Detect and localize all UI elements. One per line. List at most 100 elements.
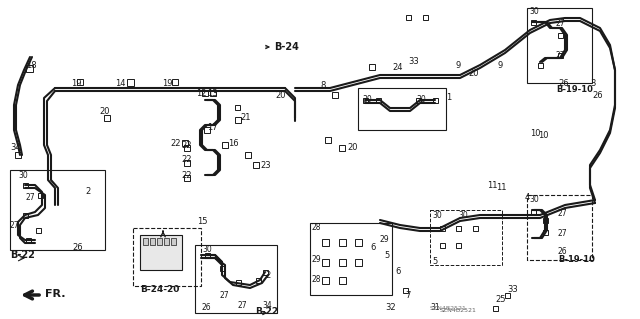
- Text: 10: 10: [538, 130, 548, 139]
- Text: 33: 33: [507, 286, 518, 294]
- Text: 13: 13: [207, 88, 218, 98]
- Text: 27: 27: [10, 220, 20, 229]
- Text: 11: 11: [487, 181, 497, 189]
- Text: 30: 30: [432, 211, 442, 219]
- Text: 19: 19: [71, 79, 81, 88]
- Text: 28: 28: [312, 224, 321, 233]
- Bar: [10, 170, 105, 250]
- Text: 21: 21: [240, 114, 250, 122]
- Text: 30: 30: [416, 95, 426, 105]
- Bar: [362, 98, 367, 102]
- Bar: [339, 277, 346, 284]
- Text: 25: 25: [495, 295, 506, 305]
- Text: FR.: FR.: [45, 289, 65, 299]
- Bar: [376, 98, 381, 102]
- Text: 27: 27: [25, 194, 35, 203]
- Text: SZN4B2521: SZN4B2521: [430, 306, 467, 310]
- Text: 5: 5: [432, 257, 437, 266]
- Text: 27: 27: [238, 300, 248, 309]
- Text: 12: 12: [196, 88, 207, 98]
- Bar: [143, 238, 148, 245]
- Text: 28: 28: [312, 276, 321, 285]
- Text: 27: 27: [558, 210, 568, 219]
- Bar: [557, 33, 563, 38]
- Bar: [339, 145, 345, 151]
- Text: 3: 3: [590, 78, 595, 87]
- Text: 27: 27: [220, 291, 230, 300]
- Bar: [253, 162, 259, 168]
- Text: 31: 31: [430, 303, 440, 313]
- Text: 20: 20: [99, 108, 109, 116]
- Text: 17: 17: [207, 123, 218, 132]
- Bar: [22, 212, 28, 218]
- Text: 22: 22: [181, 140, 191, 150]
- Bar: [262, 270, 268, 275]
- Text: 15: 15: [197, 218, 207, 226]
- Text: B-19-10: B-19-10: [558, 256, 595, 264]
- Text: 20: 20: [468, 69, 479, 78]
- Text: SZN4B2521: SZN4B2521: [440, 308, 477, 313]
- Bar: [332, 92, 338, 98]
- Text: B-22: B-22: [255, 308, 278, 316]
- Bar: [222, 142, 228, 148]
- Text: 30: 30: [529, 6, 539, 16]
- Bar: [184, 145, 190, 151]
- Text: 11: 11: [496, 183, 506, 192]
- Text: B-19-10: B-19-10: [556, 85, 593, 94]
- Bar: [236, 279, 241, 285]
- Text: 26: 26: [202, 303, 212, 313]
- Bar: [406, 14, 410, 19]
- Bar: [164, 238, 169, 245]
- Text: 24: 24: [392, 63, 403, 72]
- Text: 20: 20: [347, 144, 358, 152]
- Bar: [543, 229, 547, 234]
- Bar: [35, 227, 40, 233]
- Bar: [430, 210, 502, 265]
- Text: 30: 30: [18, 170, 28, 180]
- Bar: [245, 152, 251, 158]
- Bar: [440, 226, 445, 231]
- Bar: [255, 278, 260, 283]
- Text: 29: 29: [312, 256, 322, 264]
- Text: 1: 1: [446, 93, 451, 101]
- Bar: [310, 223, 392, 295]
- Text: 4: 4: [525, 194, 531, 203]
- Text: 26: 26: [558, 248, 568, 256]
- Bar: [172, 79, 178, 85]
- Bar: [210, 90, 216, 96]
- Text: B-22: B-22: [10, 250, 35, 260]
- Bar: [355, 239, 362, 246]
- Text: 8: 8: [320, 80, 325, 90]
- Bar: [234, 105, 239, 109]
- Bar: [504, 293, 509, 298]
- Bar: [493, 306, 497, 310]
- Bar: [325, 137, 331, 143]
- Bar: [440, 242, 445, 248]
- Text: 34: 34: [10, 144, 20, 152]
- Text: 27: 27: [556, 19, 566, 28]
- Bar: [527, 8, 592, 83]
- Text: 16: 16: [228, 138, 239, 147]
- Text: 6: 6: [370, 243, 376, 253]
- Bar: [339, 258, 346, 265]
- Text: 32: 32: [385, 303, 396, 313]
- Bar: [472, 226, 477, 231]
- Text: 22: 22: [181, 155, 191, 165]
- Text: B-24-20: B-24-20: [140, 286, 179, 294]
- Bar: [77, 79, 83, 85]
- Text: 9: 9: [456, 61, 461, 70]
- Bar: [538, 63, 543, 68]
- Text: 26: 26: [558, 78, 568, 87]
- Text: 6: 6: [395, 268, 401, 277]
- Text: 9: 9: [497, 61, 502, 70]
- Bar: [150, 238, 155, 245]
- Text: 18: 18: [26, 61, 36, 70]
- Bar: [140, 235, 182, 270]
- Bar: [38, 192, 42, 197]
- Bar: [15, 152, 21, 158]
- Text: 2: 2: [85, 188, 90, 197]
- Bar: [321, 277, 328, 284]
- Text: 19: 19: [162, 79, 173, 88]
- Bar: [127, 78, 134, 85]
- Text: 5: 5: [384, 250, 389, 259]
